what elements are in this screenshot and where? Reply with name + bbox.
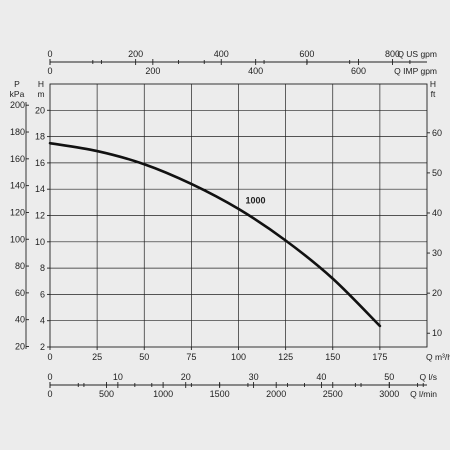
y-tick-label-m: 2 (40, 342, 45, 352)
x-axis-label-m3h: Q m³/h (426, 352, 450, 362)
x-tick-label-m3h: 75 (186, 352, 196, 362)
x-axis-ls-tick-label: 0 (47, 372, 52, 382)
y-tick-label-kpa: 120 (10, 207, 25, 217)
y-axis-label-ft: ft (431, 89, 436, 99)
x-axis-imp-gpm-tick-label: 200 (145, 66, 160, 76)
chart-axes: 0 25 50 75 100 125 150 175 Q m³/h246810121416182… (10, 49, 450, 399)
x-axis-lmin-tick-label: 0 (47, 389, 52, 399)
y-axis-label-kpa: kPa (10, 89, 25, 99)
chart-marks: 1000 (48, 141, 382, 328)
x-axis-lmin-tick-label: 2500 (323, 389, 343, 399)
x-axis-imp-gpm-tick-label: 600 (351, 66, 366, 76)
y-tick-label-m: 4 (40, 316, 45, 326)
y-tick-label-kpa: 140 (10, 181, 25, 191)
y-tick-label-m: 14 (35, 184, 45, 194)
x-axis-us-gpm-tick-label: 400 (214, 49, 229, 59)
y-axis-letter-m: H (38, 79, 44, 89)
y-tick-label-m: 10 (35, 237, 45, 247)
y-tick-label-ft: 20 (432, 288, 442, 298)
x-axis-ls-tick-label: 40 (316, 372, 326, 382)
x-axis-ls-tick-label: 30 (249, 372, 259, 382)
y-tick-label-kpa: 40 (15, 315, 25, 325)
y-tick-label-ft: 10 (432, 328, 442, 338)
x-tick-label-m3h: 0 (47, 352, 52, 362)
plot-grid (49, 83, 428, 348)
y-tick-label-ft: 60 (432, 128, 442, 138)
y-tick-label-kpa: 200 (10, 100, 25, 110)
x-tick-label-m3h: 50 (139, 352, 149, 362)
x-axis-imp-gpm-label: Q IMP gpm (394, 66, 437, 76)
x-axis-ls-label: Q l/s (420, 372, 437, 382)
x-axis-lmin-tick-label: 1500 (210, 389, 230, 399)
y-tick-label-ft: 30 (432, 248, 442, 258)
y-tick-label-kpa: 20 (15, 341, 25, 351)
y-tick-label-m: 20 (35, 105, 45, 115)
x-axis-us-gpm-tick-label: 200 (128, 49, 143, 59)
x-axis-us-gpm-label: Q US gpm (397, 49, 437, 59)
y-tick-label-kpa: 180 (10, 127, 25, 137)
y-tick-label-kpa: 100 (10, 234, 25, 244)
y-tick-label-kpa: 60 (15, 288, 25, 298)
x-axis-imp-gpm-tick-label: 400 (248, 66, 263, 76)
x-axis-lmin-tick-label: 3000 (379, 389, 399, 399)
x-tick-label-m3h: 125 (278, 352, 293, 362)
series-line-1000 (48, 141, 382, 328)
x-tick-label-m3h: 25 (92, 352, 102, 362)
curve-label-1000: 1000 (245, 196, 265, 206)
x-axis-lmin-tick-label: 500 (99, 389, 114, 399)
y-tick-label-kpa: 160 (10, 154, 25, 164)
x-axis-us-gpm-tick-label: 0 (47, 49, 52, 59)
y-tick-label-m: 6 (40, 289, 45, 299)
x-tick-label-m3h: 100 (231, 352, 246, 362)
x-axis-lmin-tick-label: 1000 (153, 389, 173, 399)
y-tick-label-m: 16 (35, 158, 45, 168)
x-tick-label-m3h: 175 (372, 352, 387, 362)
x-axis-lmin-tick-label: 2000 (266, 389, 286, 399)
y-tick-label-ft: 40 (432, 208, 442, 218)
y-tick-label-m: 12 (35, 211, 45, 221)
x-axis-imp-gpm-tick-label: 0 (47, 66, 52, 76)
x-axis-us-gpm-tick-label: 800 (385, 49, 400, 59)
x-axis-ls-tick-label: 10 (113, 372, 123, 382)
x-axis-us-gpm-tick-label: 600 (299, 49, 314, 59)
x-axis-ls-tick-label: 50 (384, 372, 394, 382)
y-tick-label-m: 18 (35, 132, 45, 142)
y-tick-label-kpa: 80 (15, 261, 25, 271)
x-tick-label-m3h: 150 (325, 352, 340, 362)
y-axis-label-m: m (37, 89, 44, 99)
y-tick-label-m: 8 (40, 263, 45, 273)
y-axis-letter-ft: H (430, 79, 436, 89)
y-axis-letter-kpa: P (14, 79, 20, 89)
x-axis-lmin-label: Q l/min (410, 389, 437, 399)
x-axis-ls-tick-label: 20 (181, 372, 191, 382)
y-tick-label-ft: 50 (432, 168, 442, 178)
